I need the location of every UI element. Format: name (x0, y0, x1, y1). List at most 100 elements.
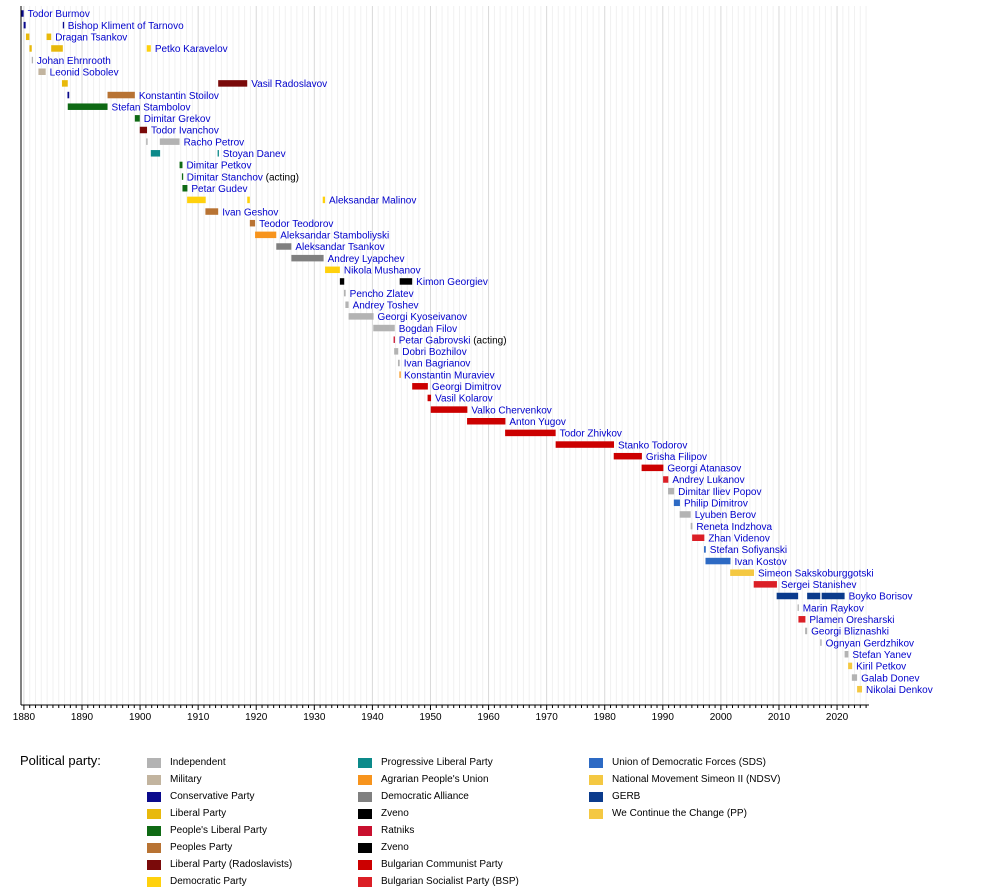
pm-name[interactable]: Boyko Borisov (849, 592, 913, 603)
x-tick-label: 1960 (477, 712, 500, 723)
legend-item: National Movement Simeon II (NDSV) (589, 771, 780, 788)
pm-name-label: Dimitar Iliev Popov (678, 487, 761, 498)
legend-item: GERB (589, 788, 780, 805)
term-bar (150, 150, 161, 157)
pm-name[interactable]: Dimitar Stanchov (187, 172, 263, 183)
term-bar (412, 383, 428, 390)
pm-name[interactable]: Aleksandar Tsankov (295, 242, 384, 253)
pm-name-label: Andrey Toshev (353, 300, 419, 311)
term-bar (29, 45, 32, 52)
pm-name[interactable]: Todor Zhivkov (560, 429, 622, 440)
pm-name[interactable]: Dimitar Grekov (144, 114, 211, 125)
pm-name[interactable]: Nikolai Denkov (866, 685, 933, 696)
pm-name[interactable]: Dimitar Iliev Popov (678, 487, 761, 498)
pm-name[interactable]: Todor Burmov (28, 9, 90, 20)
pm-name[interactable]: Ivan Kostov (734, 557, 786, 568)
pm-name[interactable]: Petko Karavelov (155, 44, 228, 55)
legend-item: Liberal Party (Radoslavists) (147, 856, 292, 873)
legend-swatch (589, 808, 603, 819)
pm-name[interactable]: Nikola Mushanov (344, 266, 421, 277)
pm-name[interactable]: Philip Dimitrov (684, 499, 748, 510)
pm-name-label: Dobri Bozhilov (402, 347, 466, 358)
pm-name-label: Andrey Lukanov (672, 475, 744, 486)
pm-name[interactable]: Vasil Radoslavov (251, 79, 327, 90)
term-bar (851, 674, 858, 681)
pm-name[interactable]: Grisha Filipov (646, 452, 707, 463)
pm-name[interactable]: Kimon Georgiev (416, 277, 488, 288)
term-bar (844, 651, 849, 658)
term-bar (345, 301, 349, 308)
pm-name[interactable]: Konstantin Muraviev (404, 370, 495, 381)
pm-name[interactable]: Simeon Sakskoburggotski (758, 568, 874, 579)
pm-name[interactable]: Stefan Sofiyanski (710, 545, 787, 556)
pm-name[interactable]: Pencho Zlatev (350, 289, 414, 300)
pm-name[interactable]: Leonid Sobolev (50, 67, 119, 78)
pm-name[interactable]: Racho Petrov (184, 137, 245, 148)
term-bar (705, 557, 731, 565)
pm-name[interactable]: Andrey Lyapchev (328, 254, 405, 265)
pm-name[interactable]: Vasil Kolarov (435, 394, 493, 405)
pm-name[interactable]: Dobri Bozhilov (402, 347, 466, 358)
pm-name-label: Petko Karavelov (155, 44, 228, 55)
pm-name[interactable]: Sergei Stanishev (781, 580, 857, 591)
pm-name[interactable]: Galab Donev (861, 673, 919, 684)
pm-name[interactable]: Ognyan Gerdzhikov (826, 638, 914, 649)
pm-name[interactable]: Stoyan Danev (223, 149, 286, 160)
pm-name[interactable]: Stefan Stambolov (112, 102, 191, 113)
pm-name[interactable]: Georgi Bliznashki (811, 627, 889, 638)
pm-name[interactable]: Andrey Toshev (353, 300, 419, 311)
pm-name[interactable]: Dimitar Petkov (186, 161, 251, 172)
term-bar (797, 604, 799, 611)
term-bar (668, 487, 675, 495)
pm-name-label: Konstantin Muraviev (404, 370, 495, 381)
pm-name-label: Georgi Kyoseivanov (378, 312, 468, 323)
pm-name[interactable]: Plamen Oresharski (809, 615, 894, 626)
pm-name[interactable]: Dragan Tsankov (55, 33, 127, 44)
legend-label: Democratic Alliance (381, 791, 469, 802)
term-bar (23, 21, 26, 29)
pm-name[interactable]: Johan Ehrnrooth (37, 56, 111, 67)
pm-name[interactable]: Aleksandar Stamboliyski (280, 231, 389, 242)
legend-item: Union of Democratic Forces (SDS) (589, 754, 780, 771)
term-bar (46, 33, 52, 41)
pm-name[interactable]: Reneta Indzhova (696, 522, 772, 533)
pm-name[interactable]: Georgi Dimitrov (432, 382, 501, 393)
pm-name[interactable]: Petar Gudev (191, 184, 247, 195)
pm-name-label: Pencho Zlatev (350, 289, 414, 300)
pm-name-label: Ivan Geshov (222, 207, 278, 218)
pm-name[interactable]: Aleksandar Malinov (329, 196, 416, 207)
legend-swatch (147, 876, 161, 887)
legend-swatch (358, 791, 372, 802)
pm-name[interactable]: Petar Gabrovski (399, 335, 471, 346)
pm-name[interactable]: Zhan Videnov (708, 533, 770, 544)
pm-name[interactable]: Valko Chervenkov (471, 405, 551, 416)
pm-name[interactable]: Stanko Todorov (618, 440, 687, 451)
legend-label: Liberal Party (Radoslavists) (170, 859, 293, 870)
pm-name-label: Stanko Todorov (618, 440, 687, 451)
pm-name[interactable]: Bogdan Filov (399, 324, 457, 335)
legend-label: Liberal Party (170, 808, 227, 819)
x-tick-label: 1940 (361, 712, 384, 723)
term-bar (798, 616, 806, 623)
pm-name[interactable]: Teodor Teodorov (259, 219, 333, 230)
pm-name[interactable]: Ivan Geshov (222, 207, 278, 218)
pm-name[interactable]: Andrey Lukanov (672, 475, 744, 486)
pm-name[interactable]: Stefan Yanev (852, 650, 911, 661)
pm-name[interactable]: Bishop Kliment of Tarnovo (68, 21, 184, 32)
pm-name-label: Dragan Tsankov (55, 33, 127, 44)
pm-name[interactable]: Lyuben Berov (695, 510, 756, 521)
pm-name[interactable]: Georgi Kyoseivanov (378, 312, 468, 323)
pm-name[interactable]: Ivan Bagrianov (404, 359, 471, 370)
pm-name[interactable]: Konstantin Stoilov (139, 91, 219, 102)
pm-name[interactable]: Kiril Petkov (856, 662, 906, 673)
pm-note: (acting) (263, 172, 299, 183)
pm-name[interactable]: Marin Raykov (803, 603, 864, 614)
legend-swatch (147, 791, 161, 802)
x-tick-label: 1990 (652, 712, 675, 723)
x-tick-label: 1890 (71, 712, 94, 723)
pm-name[interactable]: Anton Yugov (509, 417, 566, 428)
x-tick-label: 1920 (245, 712, 268, 723)
legend-item: Independent (147, 754, 292, 771)
pm-name[interactable]: Todor Ivanchov (151, 126, 219, 137)
pm-name[interactable]: Georgi Atanasov (667, 464, 741, 475)
